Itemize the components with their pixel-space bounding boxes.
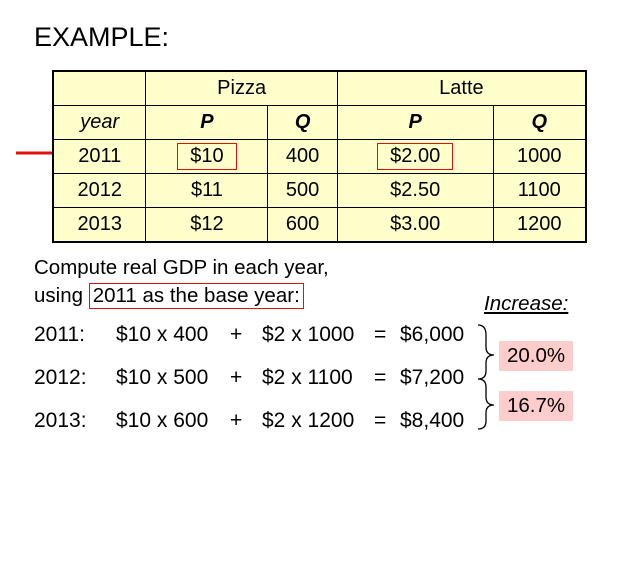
subheader-pizza-quantity: Q (267, 105, 338, 140)
compute-line-2: using 2011 as the base year: (34, 282, 329, 310)
cell-pizza-price: $12 (145, 207, 269, 243)
group-header-latte: Latte (336, 70, 587, 106)
equation-result: $6,000 (400, 323, 465, 346)
equation-year: 2012: (34, 366, 87, 389)
equation-term-pizza: $10 x 600 (116, 409, 209, 432)
cell-latte-quantity: 1100 (492, 173, 587, 208)
equation-term-latte: $2 x 1200 (262, 409, 355, 432)
table-row: 2012 $11 500 $2.50 1100 (52, 173, 587, 208)
highlighted-pizza-price: $10 (177, 143, 237, 170)
cell-latte-price: $2.00 (336, 139, 494, 174)
equation-plus: + (230, 409, 243, 432)
cell-year: 2013 (52, 207, 147, 243)
equation-plus: + (230, 323, 243, 346)
compute-line-1: Compute real GDP in each year, (34, 256, 329, 279)
equation-equals: = (374, 323, 387, 346)
equation-result: $7,200 (400, 366, 465, 389)
equation-row-2011: 2011: $10 x 400 + $2 x 1000 = $6,000 (34, 323, 464, 491)
cell-latte-quantity: 1000 (492, 139, 587, 174)
equation-year: 2013: (34, 409, 87, 432)
equation-equals: = (374, 409, 387, 432)
cell-pizza-quantity: 400 (267, 139, 338, 174)
brace-icon (477, 324, 495, 430)
base-year-highlight: 2011 as the base year: (88, 283, 304, 309)
page-heading: EXAMPLE: (34, 22, 170, 52)
subheader-year: year (52, 105, 147, 140)
price-quantity-table: Pizza Latte year P Q P Q 2011 $10 400 $2… (52, 70, 587, 243)
subheader-pizza-price: P (145, 105, 269, 140)
cell-pizza-quantity: 500 (267, 173, 338, 208)
compute-line-2-prefix: using (34, 284, 89, 307)
table-row: 2011 $10 400 $2.00 1000 (52, 139, 587, 174)
table-subheader-row: year P Q P Q (52, 105, 587, 140)
equation-term-latte: $2 x 1000 (262, 323, 355, 346)
cell-latte-price: $2.50 (336, 173, 494, 208)
cell-latte-quantity: 1200 (492, 207, 587, 243)
table-group-header-row: Pizza Latte (52, 70, 587, 106)
compute-instruction: Compute real GDP in each year, using 201… (34, 254, 329, 310)
increase-2011-2012: 20.0% (499, 341, 574, 371)
equation-row-2013: 2013: $10 x 600 + $2 x 1200 = $8,400 (34, 409, 464, 577)
equation-result: $8,400 (400, 409, 465, 432)
table-row: 2013 $12 600 $3.00 1200 (52, 207, 587, 243)
cell-year: 2012 (52, 173, 147, 208)
subheader-latte-price: P (336, 105, 494, 140)
equation-term-pizza: $10 x 500 (116, 366, 209, 389)
table-corner-cell (52, 70, 147, 106)
subheader-latte-quantity: Q (492, 105, 587, 140)
cell-pizza-quantity: 600 (267, 207, 338, 243)
cell-pizza-price: $11 (145, 173, 269, 208)
equation-plus: + (230, 366, 243, 389)
group-header-pizza: Pizza (145, 70, 338, 106)
cell-pizza-price: $10 (145, 139, 269, 174)
highlighted-latte-price: $2.00 (377, 143, 454, 170)
cell-latte-price: $3.00 (336, 207, 494, 243)
increase-label: Increase: (484, 292, 569, 315)
equation-equals: = (374, 366, 387, 389)
equation-term-latte: $2 x 1100 (262, 366, 353, 389)
cell-year: 2011 (52, 139, 147, 174)
increase-2012-2013: 16.7% (499, 391, 574, 421)
equation-year: 2011: (34, 323, 85, 346)
equation-row-2012: 2012: $10 x 500 + $2 x 1100 = $7,200 (34, 366, 464, 534)
equation-term-pizza: $10 x 400 (116, 323, 209, 346)
